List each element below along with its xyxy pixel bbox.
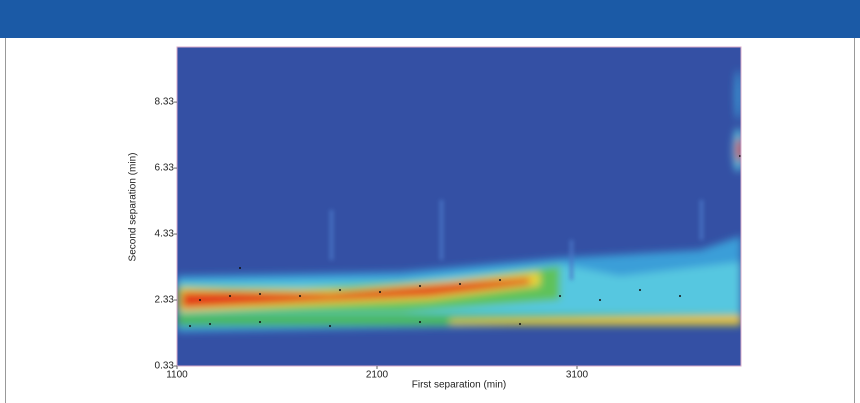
heatmap — [177, 47, 743, 366]
y-tick-label: 4.33 — [155, 229, 175, 240]
page: {"chart_data": {"type": "heatmap-image",… — [0, 0, 860, 403]
y-tick-label: 8.33 — [155, 97, 175, 108]
chart: First separation (min) Second separation… — [0, 0, 860, 403]
x-tick-label: 2100 — [366, 370, 389, 381]
x-axis-label: First separation (min) — [412, 380, 506, 391]
y-tick-label: 6.33 — [155, 163, 175, 174]
x-tick-label: 3100 — [566, 370, 589, 381]
y-tick-label: 2.33 — [155, 295, 175, 306]
y-tick-label: 0.33 — [155, 361, 175, 372]
header-bar — [0, 0, 860, 38]
y-axis-label: Second separation (min) — [128, 153, 139, 262]
